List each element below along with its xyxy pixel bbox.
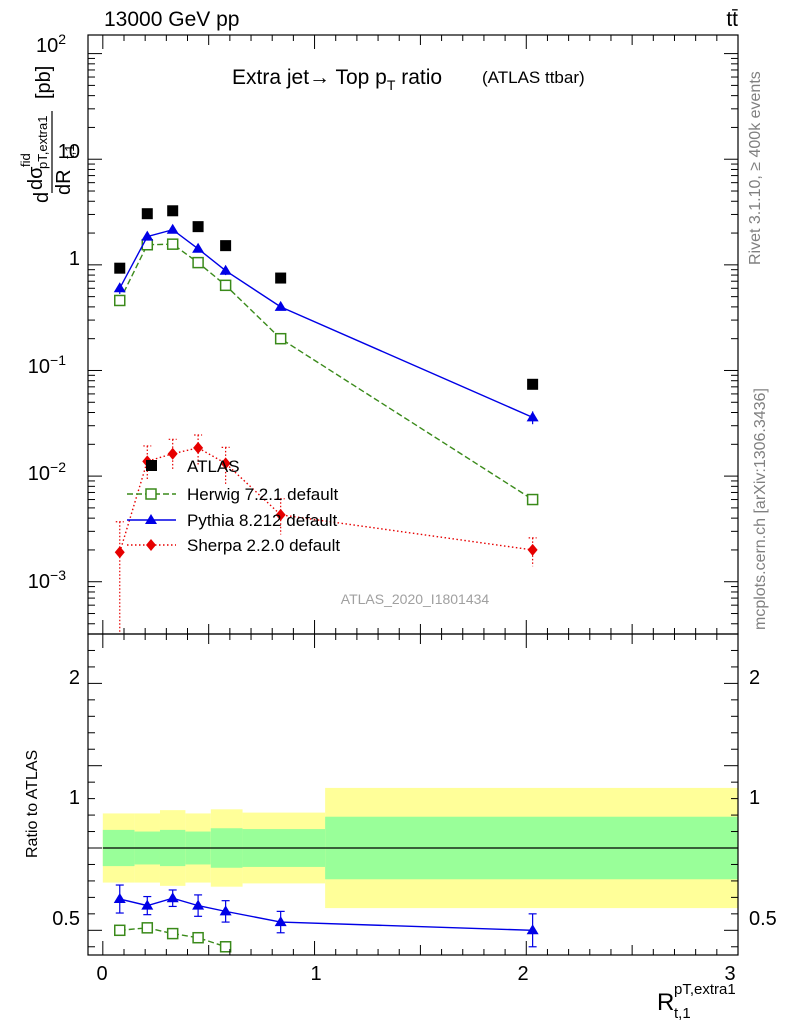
atlas-point [167, 205, 179, 217]
pythia-ratio-point [113, 893, 126, 904]
y-tick-100: 102 [36, 31, 66, 57]
legend-marker-sherpa [146, 539, 156, 551]
legend-label-pythia: Pythia 8.212 default [187, 511, 338, 530]
sherpa-point [275, 508, 286, 521]
svg-text:t,1: t,1 [674, 1005, 691, 1022]
herwig-point [526, 493, 539, 506]
herwig-ratio-point [114, 924, 126, 937]
svg-text:pT,extra1: pT,extra1 [35, 116, 50, 169]
main-panel-series [113, 205, 539, 634]
y-tick-1: 1 [69, 248, 80, 270]
ratio-tick-2-right: 2 [749, 667, 760, 689]
ratio-panel-frame [87, 633, 739, 956]
x-tick-2: 2 [517, 963, 528, 985]
x-axis-label: R t,1 pT,extra1 [657, 981, 736, 1022]
legend: ATLAS Herwig 7.2.1 default Pythia 8.212 … [127, 457, 340, 555]
ratio-tick-2-left: 2 [69, 667, 80, 689]
y-tick-0.001: 10−3 [28, 567, 66, 593]
sherpa-point [527, 543, 538, 556]
svg-text:t,1: t,1 [62, 145, 77, 159]
legend-marker-atlas [146, 460, 157, 471]
svg-text:pT,extra1: pT,extra1 [674, 981, 736, 998]
svg-text:dR: dR [53, 169, 75, 195]
x-tick-3: 3 [724, 963, 735, 985]
pythia-point [113, 282, 126, 293]
ratio-tick-0.5-left: 0.5 [52, 908, 80, 930]
ratio-panel-series [113, 884, 539, 953]
main-y-tick-labels: 102 10 1 10−1 10−2 10−3 [28, 31, 80, 593]
chart-title: Extra jet→ Top pT ratio [232, 66, 442, 93]
rivet-version-label: Rivet 3.1.10, ≥ 400k events [747, 71, 764, 265]
svg-text:[pb]: [pb] [33, 66, 55, 99]
pythia-ratio-point [219, 905, 232, 916]
ratio-y-axis-label: Ratio to ATLAS [24, 750, 41, 858]
sherpa-point [167, 447, 178, 460]
main-panel-frame [87, 34, 739, 635]
herwig-ratio-line [119, 927, 226, 948]
pythia-point [166, 223, 179, 234]
herwig-ratio-point [166, 927, 179, 940]
pythia-ratio-point [141, 899, 154, 910]
collision-label: 13000 GeV pp [104, 8, 239, 31]
ratio-frame-box [87, 633, 739, 956]
pythia-point [192, 242, 205, 253]
ratio-panel-bands [102, 787, 738, 909]
x-tick-0: 0 [96, 963, 107, 985]
atlas-point [275, 272, 287, 284]
chart-title-note: (ATLAS ttbar) [482, 68, 585, 87]
svg-text:d: d [31, 192, 53, 203]
process-label: tt̄ [726, 8, 738, 31]
main-y-axis-label: d dσ fid pT,extra1 dR t,1 [pb] [18, 66, 77, 203]
pythia-ratio-point [166, 892, 179, 903]
x-tick-labels: 0 1 2 3 [96, 963, 735, 985]
sherpa-point [114, 546, 125, 559]
pythia-ratio-point [192, 899, 205, 910]
sherpa-point [220, 457, 231, 470]
ratio-tick-1-right: 1 [749, 787, 760, 809]
svg-text:dσ: dσ [25, 166, 47, 190]
herwig-point [114, 294, 126, 307]
svg-text:R: R [657, 989, 674, 1016]
atlas-point [192, 221, 204, 233]
pythia-point [526, 411, 539, 422]
legend-marker-herwig [145, 488, 157, 500]
pythia-point [274, 300, 287, 311]
pythia-point [219, 264, 232, 275]
herwig-point [219, 279, 232, 292]
pythia-line [119, 228, 533, 418]
ratio-tick-1-left: 1 [69, 787, 80, 809]
atlas-point [220, 240, 232, 252]
y-tick-10: 10 [58, 141, 80, 163]
legend-label-atlas: ATLAS [187, 457, 240, 476]
atlas-point [114, 262, 126, 274]
x-tick-1: 1 [310, 963, 321, 985]
herwig-point [141, 238, 154, 251]
pythia-point [141, 230, 154, 241]
mcplots-label: mcplots.cern.ch [arXiv:1306.3436] [752, 388, 769, 630]
svg-text:fid: fid [18, 153, 33, 167]
main-frame-box [87, 34, 739, 635]
y-tick-0.01: 10−2 [28, 459, 66, 485]
legend-label-sherpa: Sherpa 2.2.0 default [187, 536, 340, 555]
legend-label-herwig: Herwig 7.2.1 default [187, 485, 338, 504]
ratio-tick-0.5-right: 0.5 [749, 908, 777, 930]
analysis-id: ATLAS_2020_I1801434 [341, 591, 490, 607]
herwig-point [166, 238, 179, 250]
sherpa-point [193, 441, 204, 454]
herwig-ratio-point [192, 931, 204, 944]
herwig-ratio-point [141, 922, 154, 934]
atlas-point [527, 378, 539, 390]
herwig-line [119, 243, 534, 501]
ratio-y-tick-labels: 2 1 0.5 2 1 0.5 [52, 667, 777, 930]
y-tick-0.1: 10−1 [28, 352, 66, 378]
herwig-point [274, 332, 287, 345]
herwig-point [192, 256, 204, 269]
atlas-point [141, 208, 153, 220]
pythia-ratio-point [526, 924, 539, 935]
legend-marker-pythia [145, 514, 157, 524]
herwig-ratio-point [219, 941, 232, 953]
pythia-ratio-point [274, 916, 287, 927]
